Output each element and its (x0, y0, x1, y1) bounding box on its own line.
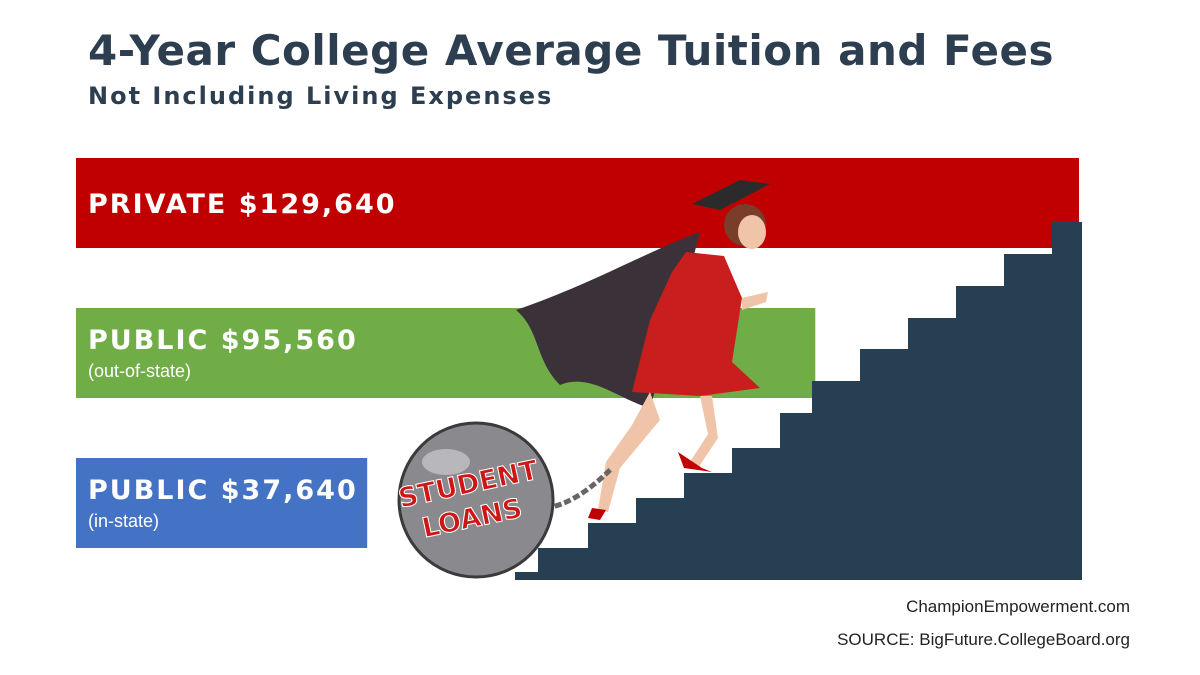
bar-label-2: PUBLIC $95,560 (88, 325, 358, 356)
bar-label-1: PRIVATE $129,640 (88, 189, 397, 220)
page-subtitle: Not Including Living Expenses (88, 82, 554, 110)
bar-note-2: (out-of-state) (88, 361, 191, 381)
site-credit: ChampionEmpowerment.com (906, 597, 1130, 616)
graduate-illustration (588, 180, 770, 520)
bar-note-3: (in-state) (88, 511, 159, 531)
source-credit: SOURCE: BigFuture.CollegeBoard.org (837, 630, 1130, 649)
bar-1 (76, 158, 1079, 248)
bar-3 (76, 458, 368, 548)
page-title: 4-Year College Average Tuition and Fees (88, 26, 1054, 75)
staircase-illustration (515, 222, 1082, 580)
bars-group: PRIVATE $129,640 PUBLIC $95,560 (out-of-st… (76, 158, 1079, 548)
student-loans-ball (397, 421, 555, 579)
bar-label-3: PUBLIC $37,640 (88, 475, 358, 506)
